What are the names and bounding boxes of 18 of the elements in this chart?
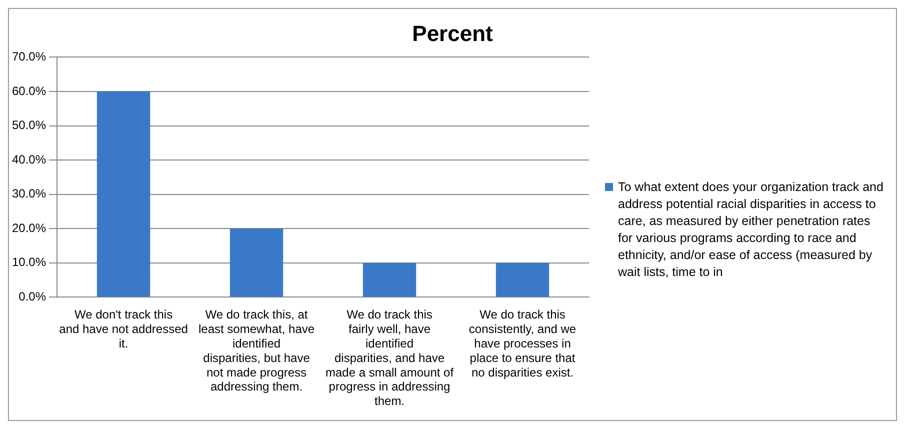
y-tick-label: 40.0% — [12, 152, 46, 166]
chart-title: Percent — [411, 21, 494, 47]
y-tick-label: 70.0% — [12, 50, 46, 64]
bar — [96, 91, 150, 297]
x-tick-label: We don't track this and have not addressed it. — [59, 308, 188, 351]
y-tick-label: 60.0% — [12, 84, 46, 98]
y-tick-label: 20.0% — [12, 220, 46, 235]
x-tick-label: We do track this fairly well, have identified disparities, and have made a small amount of progress in addressing them. — [325, 308, 454, 408]
y-tick-label: 30.0% — [12, 186, 46, 201]
bar — [496, 262, 550, 297]
y-tick-label: 50.0% — [12, 118, 46, 132]
x-tick-label: We do track this consistently, and we have processes in place to ensure that no disparities exist. — [468, 308, 576, 380]
bar — [362, 262, 416, 297]
y-tick-label: 0.0% — [18, 290, 46, 304]
x-tick-label: We do track this, at least somewhat, have identified disparities, but have not made progress addressing them. — [198, 308, 315, 394]
bar — [230, 228, 284, 297]
legend-label: To what extent does your organization track and address potential racial disparities in access to care, as measured by either penetration rates for various programs according to race and ethnicity, and/or ease of access (measured by wait lists, time to in — [618, 178, 884, 280]
y-tick-label: 10.0% — [12, 255, 46, 270]
